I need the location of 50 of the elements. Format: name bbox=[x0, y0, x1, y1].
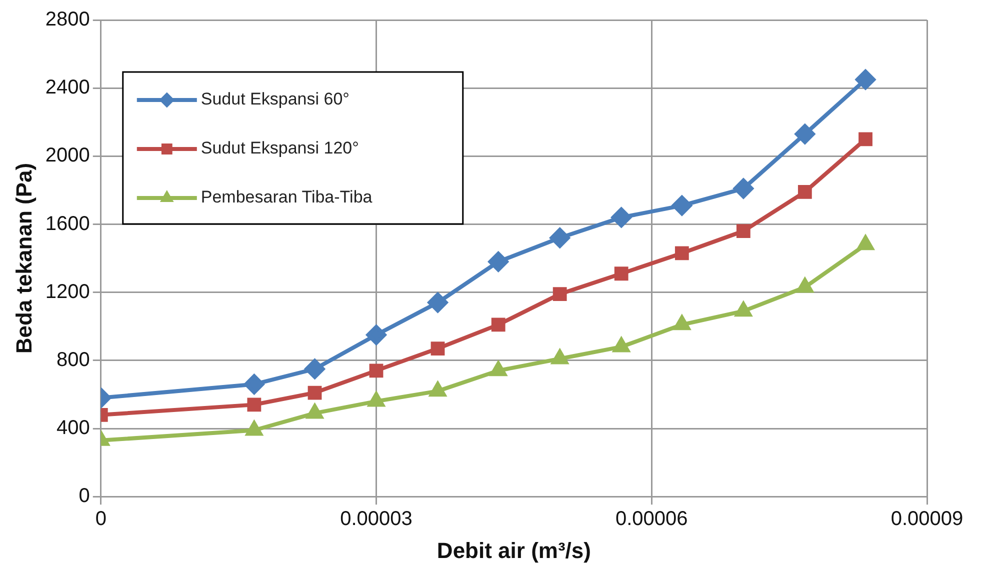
x-axis-title: Debit air (m³/s) bbox=[436, 538, 591, 563]
point bbox=[614, 266, 628, 281]
point bbox=[368, 392, 384, 407]
point bbox=[674, 316, 690, 330]
point bbox=[306, 404, 323, 419]
y-tick-label: 2800 bbox=[45, 8, 90, 31]
y-axis-title: Beda tekanan (Pa) bbox=[11, 162, 36, 354]
point bbox=[736, 224, 750, 238]
x-tick-label: 0.00009 bbox=[890, 508, 964, 530]
point bbox=[735, 302, 752, 317]
x-tick-label: 0.00003 bbox=[340, 508, 412, 530]
y-tick-label: 800 bbox=[56, 348, 90, 371]
y-tick-label: 1200 bbox=[45, 280, 90, 303]
point bbox=[794, 124, 815, 144]
point bbox=[490, 362, 506, 376]
point bbox=[304, 358, 325, 379]
y-tick-label: 400 bbox=[56, 417, 90, 440]
point bbox=[611, 207, 632, 228]
point bbox=[488, 252, 508, 272]
point bbox=[552, 350, 568, 364]
legend-label: Sudut Ekspansi 120° bbox=[200, 138, 359, 158]
point bbox=[308, 386, 322, 400]
point bbox=[430, 382, 446, 397]
y-tick-label: 2400 bbox=[45, 76, 90, 99]
point bbox=[247, 398, 262, 412]
point bbox=[733, 178, 754, 199]
point bbox=[798, 184, 812, 199]
point bbox=[369, 364, 384, 378]
x-tick-label: 0 bbox=[95, 508, 106, 530]
point bbox=[856, 70, 876, 90]
x-tick-label: 0.00006 bbox=[615, 508, 688, 530]
point bbox=[613, 338, 630, 352]
point bbox=[857, 236, 874, 250]
legend-label: Pembesaran Tiba-Tiba bbox=[200, 188, 373, 207]
y-tick-label: 0 bbox=[78, 485, 90, 508]
point bbox=[491, 318, 506, 332]
point bbox=[428, 292, 448, 313]
point bbox=[366, 324, 386, 345]
point bbox=[858, 132, 872, 146]
point bbox=[552, 287, 567, 301]
point bbox=[672, 196, 692, 216]
point bbox=[244, 374, 264, 394]
point bbox=[246, 421, 262, 436]
point bbox=[674, 246, 689, 260]
point bbox=[550, 228, 570, 248]
legend-label: Sudut Ekspansi 60° bbox=[200, 90, 350, 109]
point bbox=[430, 342, 445, 356]
y-tick-label: 2000 bbox=[45, 144, 90, 167]
y-tick-label: 1600 bbox=[45, 212, 90, 235]
point bbox=[796, 278, 813, 293]
